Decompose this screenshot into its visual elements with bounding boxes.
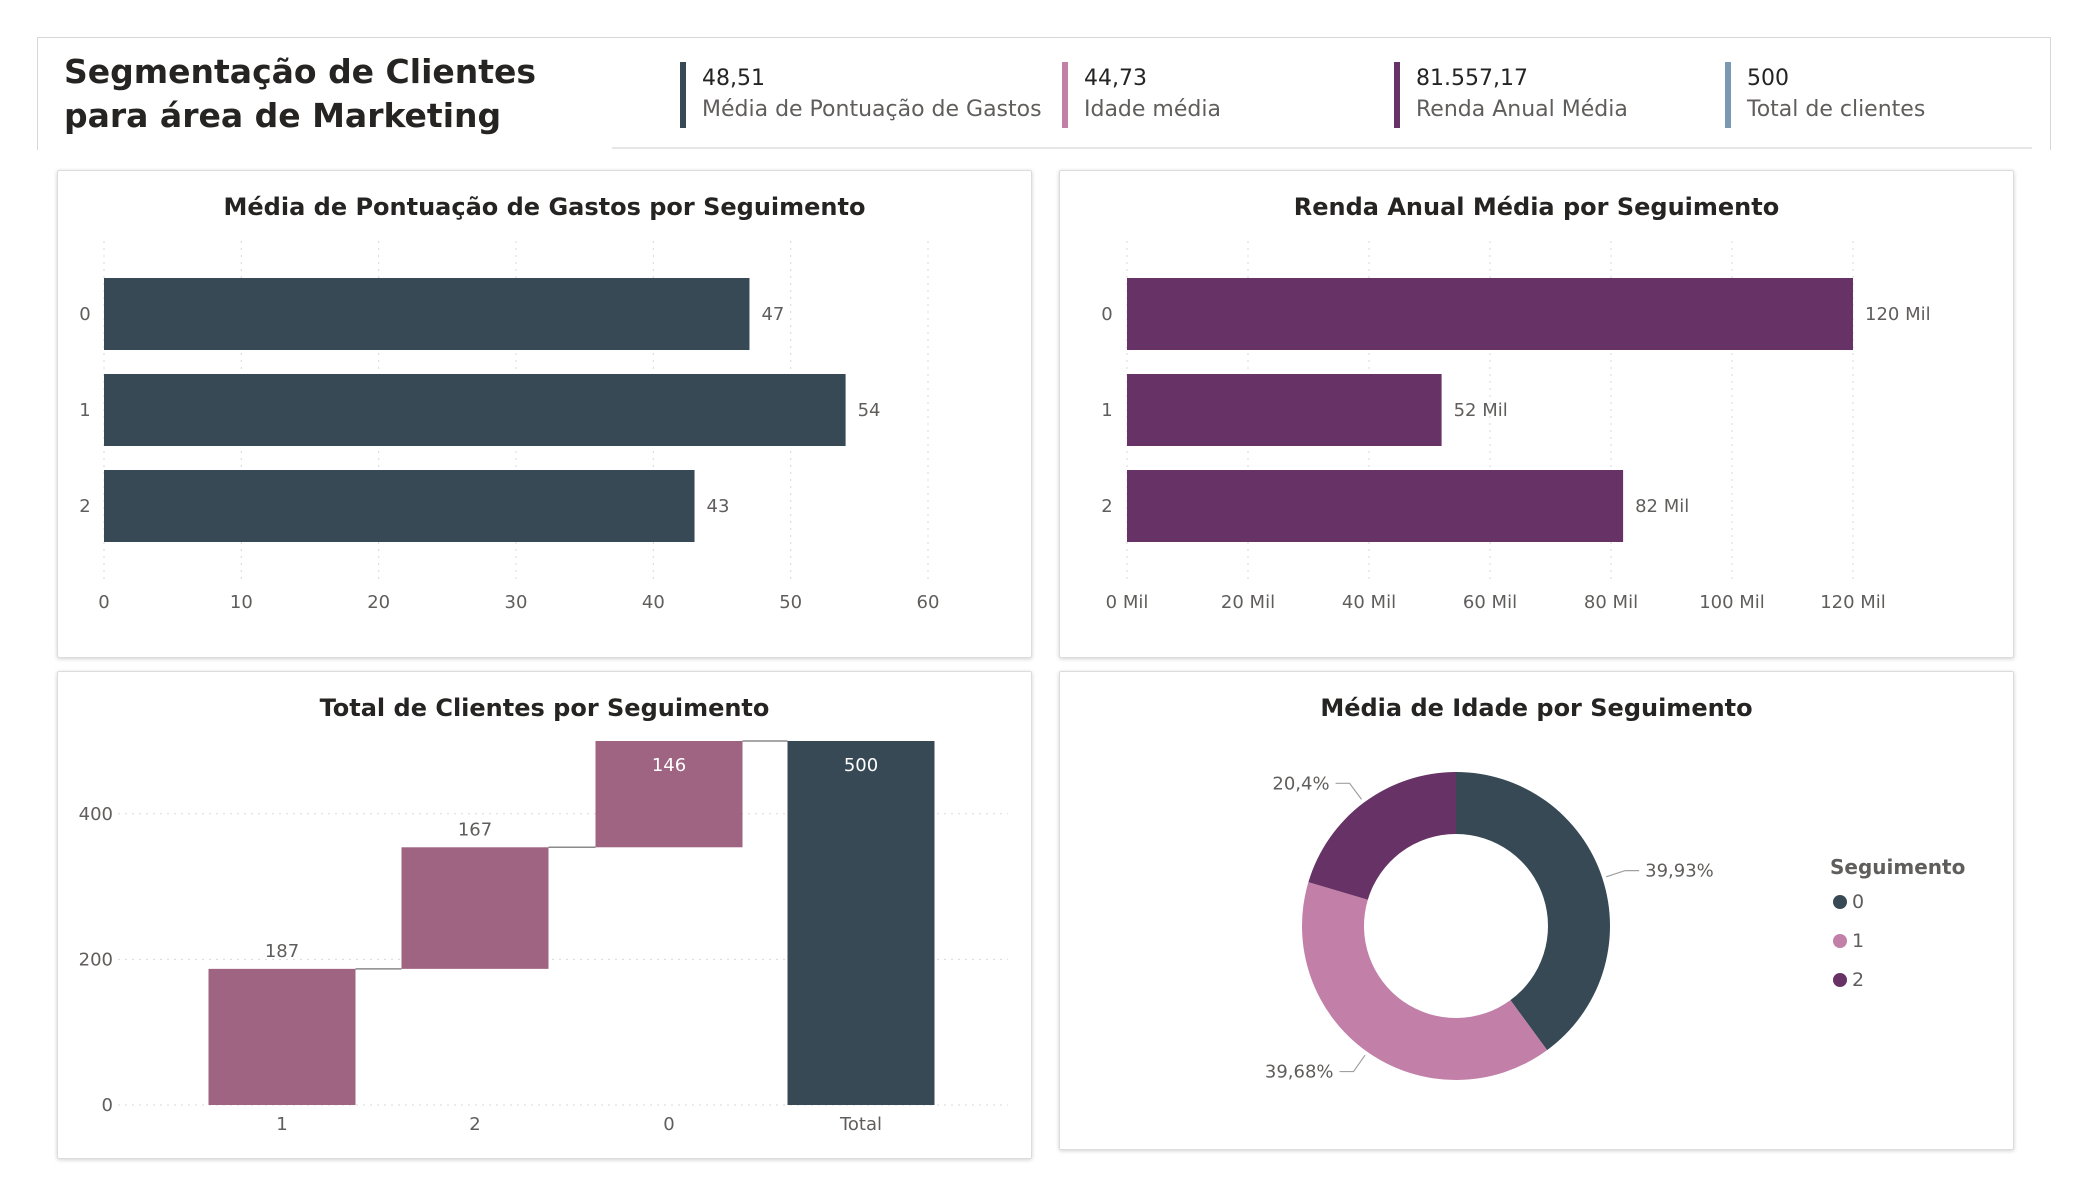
y-tick-label: 2	[79, 496, 90, 517]
kpi-label: Renda Anual Média	[1416, 97, 1628, 122]
data-label: 39,93%	[1645, 861, 1714, 882]
leader-line	[1335, 782, 1363, 800]
legend-marker-0	[1833, 895, 1847, 909]
legend-marker-2	[1833, 973, 1847, 987]
age-donut-chart: 39,93% 39,68% 20,4% Seguimento 0 1 2	[1265, 772, 1965, 1083]
x-tick-label: 50	[779, 592, 802, 613]
kpi-value: 48,51	[702, 66, 765, 91]
income-bar-chart: 0 Mil 20 Mil 40 Mil 60 Mil 80 Mil 100 Mil 120 …	[1101, 241, 1931, 613]
donut-slice-2	[1308, 772, 1456, 900]
data-label: 167	[458, 819, 492, 840]
legend-marker-1	[1833, 934, 1847, 948]
y-tick-label: 0	[1101, 304, 1112, 325]
data-label: 20,4%	[1272, 773, 1329, 794]
legend-entry: 0	[1852, 891, 1864, 913]
data-label: 187	[265, 941, 299, 962]
header-divider	[612, 147, 2032, 149]
bar-segment-0	[1127, 278, 1853, 350]
kpi-accent-bar	[1062, 62, 1068, 128]
data-label: 82 Mil	[1635, 496, 1689, 517]
bar-segment-0	[595, 741, 743, 848]
x-tick-label: 0	[98, 592, 109, 613]
bar-segment-2	[104, 470, 695, 542]
data-label: 52 Mil	[1454, 400, 1508, 421]
chart-title: Média de Idade por Seguimento	[1320, 694, 1753, 722]
panel-age-chart[interactable]: Média de Idade por Seguimento 39,93% 39,6…	[1059, 671, 2014, 1150]
y-tick-label: 1	[1101, 400, 1112, 421]
chart-title: Total de Clientes por Seguimento	[319, 694, 770, 722]
panel-customers-chart[interactable]: Total de Clientes por Seguimento 0 200 400…	[57, 671, 1032, 1159]
bar-segment-2	[401, 847, 549, 969]
data-label: 47	[761, 304, 784, 325]
bar-segment-2	[1127, 470, 1624, 542]
header-frame	[37, 37, 2051, 150]
chart-title: Média de Pontuação de Gastos por Seguime…	[223, 193, 866, 221]
leader-line	[1339, 1054, 1366, 1073]
donut-slice-1	[1302, 882, 1548, 1080]
y-tick-label: 400	[79, 804, 113, 825]
y-tick-label: 200	[79, 949, 113, 970]
kpi-label: Total de clientes	[1747, 97, 1926, 122]
y-tick-label: 1	[79, 400, 90, 421]
kpi-value: 500	[1747, 66, 1789, 91]
panel-spending-chart[interactable]: Média de Pontuação de Gastos por Seguime…	[57, 170, 1032, 658]
x-tick-label: 60	[917, 592, 940, 613]
bar-segment-1	[104, 374, 846, 446]
x-tick-label: 1	[276, 1114, 287, 1135]
x-tick-label: 0	[663, 1114, 674, 1135]
y-tick-label: 0	[102, 1095, 113, 1116]
y-tick-label: 0	[79, 304, 90, 325]
chart-title: Renda Anual Média por Seguimento	[1293, 193, 1780, 221]
kpi-accent-bar	[1394, 62, 1400, 128]
x-tick-label: 20	[367, 592, 390, 613]
y-tick-label: 2	[1101, 496, 1112, 517]
bar-segment-1	[208, 968, 356, 1105]
bar-segment-Total	[787, 741, 935, 1105]
legend-entry: 2	[1852, 969, 1864, 991]
x-tick-label: Total	[839, 1114, 882, 1135]
kpi-value: 81.557,17	[1416, 66, 1528, 91]
data-label: 39,68%	[1265, 1062, 1334, 1083]
leader-line	[1605, 870, 1640, 878]
x-tick-label: 0 Mil	[1106, 592, 1149, 613]
bar-segment-1	[1127, 374, 1442, 446]
kpi-accent-bar	[1725, 62, 1731, 128]
customers-waterfall-chart: 0 200 400 187 1 167 2 146 0 500 Total	[79, 740, 1008, 1135]
x-tick-label: 20 Mil	[1221, 592, 1275, 613]
data-label: 500	[844, 755, 878, 776]
data-label: 146	[652, 755, 686, 776]
x-tick-label: 40	[642, 592, 665, 613]
data-label: 43	[707, 496, 730, 517]
kpi-label: Idade média	[1084, 97, 1221, 122]
kpi-value: 44,73	[1084, 66, 1147, 91]
x-tick-label: 80 Mil	[1584, 592, 1638, 613]
bar-segment-0	[104, 278, 750, 350]
x-tick-label: 2	[469, 1114, 480, 1135]
x-tick-label: 100 Mil	[1699, 592, 1765, 613]
x-tick-label: 60 Mil	[1463, 592, 1517, 613]
donut-slice-0	[1456, 772, 1610, 1051]
data-label: 54	[858, 400, 881, 421]
x-tick-label: 30	[505, 592, 528, 613]
x-tick-label: 10	[230, 592, 253, 613]
x-tick-label: 40 Mil	[1342, 592, 1396, 613]
x-tick-label: 120 Mil	[1820, 592, 1886, 613]
legend-title: Seguimento	[1830, 855, 1965, 879]
kpi-accent-bar	[680, 62, 686, 128]
panel-income-chart[interactable]: Renda Anual Média por Seguimento 0 Mil 20…	[1059, 170, 2014, 658]
spending-bar-chart: 0 10 20 30 40 50 60 0 47 1 54 2 43	[79, 241, 940, 613]
kpi-label: Média de Pontuação de Gastos	[702, 97, 1042, 122]
data-label: 120 Mil	[1865, 304, 1931, 325]
legend-entry: 1	[1852, 930, 1864, 952]
page-title: Segmentação de Clientes para área de Mar…	[64, 52, 537, 135]
